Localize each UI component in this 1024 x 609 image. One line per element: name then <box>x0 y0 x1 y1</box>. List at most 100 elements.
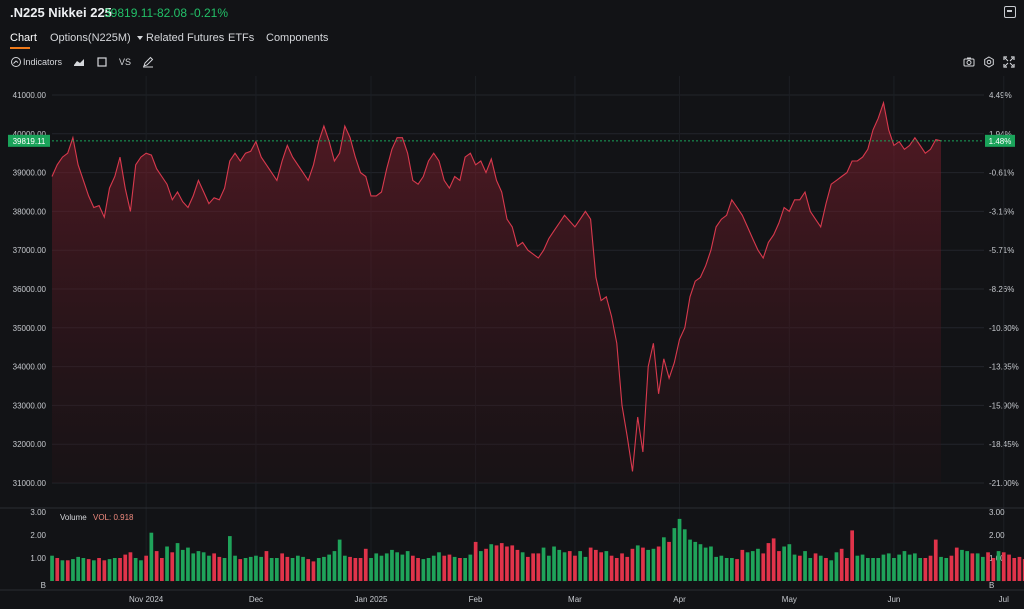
volume-bar <box>306 559 311 581</box>
volume-bar <box>332 551 337 581</box>
volume-bar <box>65 560 70 581</box>
tab-chart[interactable]: Chart <box>10 32 37 44</box>
date-tick-label: May <box>782 595 797 604</box>
volume-bar <box>1022 559 1024 581</box>
volume-bar <box>745 552 750 582</box>
price-chart[interactable]: 41000.00 4.49% 40000.00 1.94% 39000.00 -0.61%… <box>0 76 1024 609</box>
date-tick-label: Jun <box>887 595 900 604</box>
indicators-button[interactable]: Indicators <box>23 57 63 67</box>
volume-tick-label-right: 2.00 <box>989 531 1005 540</box>
fullscreen-icon[interactable] <box>1003 56 1015 68</box>
volume-bar <box>50 555 54 581</box>
volume-bar <box>259 556 263 581</box>
indicators-icon[interactable] <box>10 56 22 68</box>
volume-value: VOL: 0.918 <box>93 513 134 522</box>
volume-bar <box>353 558 358 581</box>
volume-bar <box>196 551 201 581</box>
price-tick-label: 31000.00 <box>13 479 47 488</box>
volume-bar <box>803 551 807 581</box>
volume-bar <box>651 548 656 581</box>
volume-bar <box>625 556 630 581</box>
volume-bar <box>494 545 499 581</box>
volume-bar <box>411 555 415 581</box>
volume-bar <box>290 558 295 581</box>
camera-icon[interactable] <box>963 56 975 68</box>
tab-etfs[interactable]: ETFs <box>228 32 255 44</box>
volume-bar <box>515 549 520 581</box>
volume-bar <box>458 558 462 581</box>
volume-bar <box>547 555 551 581</box>
volume-bar <box>1001 552 1006 582</box>
square-icon[interactable] <box>96 56 108 68</box>
volume-bar <box>1012 558 1017 581</box>
volume-bar <box>641 547 645 581</box>
tab-options-label: Options(N225M) <box>50 32 131 44</box>
volume-bar <box>897 554 901 581</box>
volume-bar <box>149 532 154 581</box>
volume-bar <box>866 558 870 581</box>
volume-bar <box>316 558 321 581</box>
volume-bar <box>567 551 572 581</box>
volume-bar <box>761 553 766 581</box>
price-tick-label: 35000.00 <box>13 324 47 333</box>
volume-bar <box>594 549 598 581</box>
volume-bar <box>991 558 996 581</box>
percent-tick-label: -5.71% <box>989 246 1014 255</box>
price-change: -82.08 <box>153 6 188 20</box>
volume-bar <box>479 551 483 581</box>
volume-bar <box>907 554 912 581</box>
volume-bar <box>787 544 792 581</box>
volume-bar <box>892 558 896 581</box>
volume-bar <box>400 554 405 581</box>
volume-bar <box>207 555 211 581</box>
volume-tick-label-right: 3.00 <box>989 508 1005 517</box>
volume-tick-label: 1.00 <box>30 554 46 563</box>
volume-bar <box>750 551 755 581</box>
tab-options[interactable]: Options(N225M) <box>50 32 143 44</box>
tab-related-futures[interactable]: Related Futures <box>146 32 225 44</box>
volume-bar <box>180 549 185 581</box>
price-tick-label: 39000.00 <box>13 169 47 178</box>
percent-tick-label: 1.94% <box>989 130 1012 139</box>
last-price-badge-text: 39819.11 <box>13 137 46 146</box>
exit-fullscreen-icon[interactable] <box>1004 6 1016 18</box>
price-area-fill <box>52 102 941 484</box>
volume-bar <box>573 555 577 581</box>
volume-bar <box>275 558 279 581</box>
volume-bar <box>876 558 881 581</box>
volume-bar <box>201 552 206 582</box>
draw-icon[interactable] <box>142 56 154 68</box>
volume-bar <box>860 554 865 581</box>
date-tick-label: Feb <box>469 595 483 604</box>
volume-bar <box>395 552 399 582</box>
price-tick-label: 33000.00 <box>13 401 47 410</box>
volume-bar <box>92 560 96 581</box>
tab-bar: Chart Options(N225M) Related Futures ETF… <box>0 28 400 50</box>
date-tick-label: Jul <box>999 595 1009 604</box>
volume-bar <box>348 556 352 581</box>
volume-bar <box>405 551 410 581</box>
volume-bar <box>186 547 190 581</box>
price-change-percent: -0.21% <box>190 6 229 20</box>
volume-bar <box>473 541 478 581</box>
volume-bar <box>128 552 133 582</box>
volume-bar <box>588 547 593 581</box>
compare-button[interactable]: VS <box>119 57 132 67</box>
chart-type-icon[interactable] <box>73 56 85 68</box>
volume-bar <box>829 560 834 581</box>
volume-bar <box>442 555 447 581</box>
volume-bar <box>374 553 379 581</box>
tab-components[interactable]: Components <box>266 32 329 44</box>
volume-bar <box>191 553 196 581</box>
volume-bar <box>850 530 854 581</box>
volume-bar <box>813 553 818 581</box>
volume-bar <box>421 559 426 581</box>
chart-area[interactable]: 41000.00 4.49% 40000.00 1.94% 39000.00 -0.61%… <box>0 76 1024 609</box>
volume-bar <box>416 558 420 581</box>
volume-bar <box>154 551 159 581</box>
settings-icon[interactable] <box>983 56 995 68</box>
percent-tick-label: -0.61% <box>989 169 1014 178</box>
volume-bar <box>724 558 729 581</box>
volume-bar <box>552 546 556 581</box>
volume-bar <box>170 552 175 582</box>
